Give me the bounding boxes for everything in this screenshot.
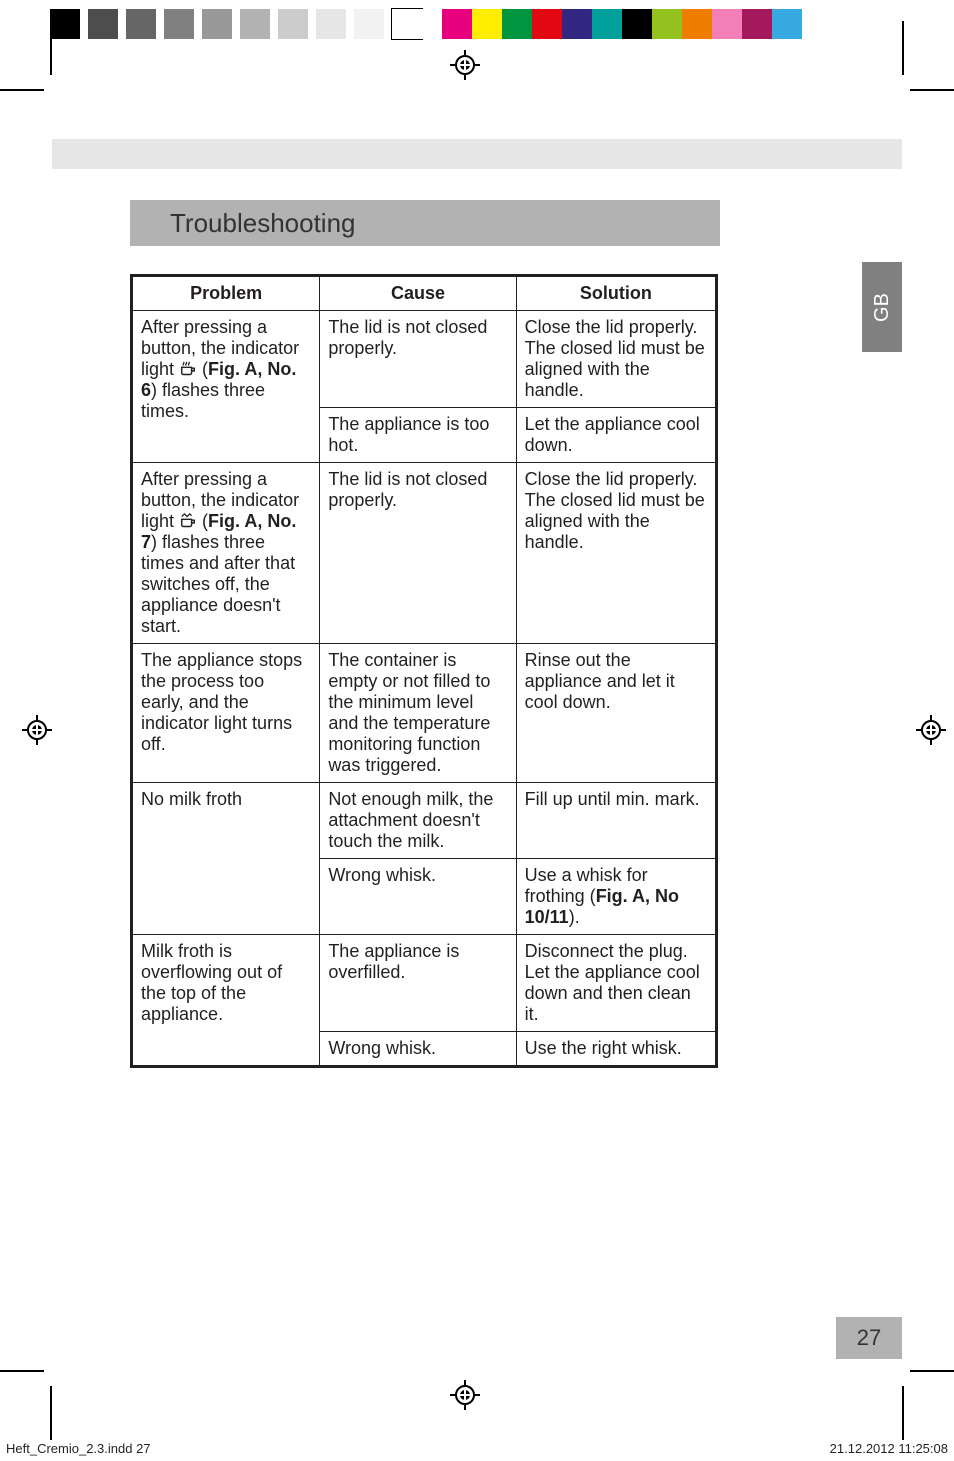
cold-cup-icon [179,513,197,529]
troubleshooting-table: Problem Cause Solution After pressing a … [130,274,718,1068]
cell-cause: The lid is not closed properly. [320,463,516,644]
cell-solution: Close the lid prop­erly. The closed lid … [516,311,716,408]
color-swatch [712,9,742,39]
cell-problem: No milk froth [132,783,320,935]
page-number: 27 [836,1317,902,1359]
color-swatch [194,9,202,39]
color-swatch [802,9,936,39]
color-swatch [270,9,278,39]
color-swatch [316,9,346,39]
color-swatch [164,9,194,39]
color-swatch [592,9,622,39]
cell-problem: Milk froth is overflowing out of the top… [132,935,320,1067]
header-cause: Cause [320,276,516,311]
color-swatch [232,9,240,39]
color-swatch [240,9,270,39]
registration-mark-icon [916,715,946,745]
section-heading: Troubleshooting [130,200,740,250]
color-swatch [202,9,232,39]
cell-cause: Wrong whisk. [320,1032,516,1067]
table-header-row: Problem Cause Solution [132,276,717,311]
registration-mark-icon [450,1380,480,1410]
color-swatch [0,9,50,39]
color-swatch [118,9,126,39]
color-swatch [742,9,772,39]
color-swatch [622,9,652,39]
footer-left: Heft_Cremio_2.3.indd 27 [6,1441,151,1461]
cell-solution: Use a whisk for frothing (Fig. A, No 10/… [516,859,716,935]
cell-cause: Wrong whisk. [320,859,516,935]
color-swatch [502,9,532,39]
language-tab-label: GB [871,293,894,322]
color-swatch [80,9,88,39]
color-swatch [156,9,164,39]
print-footer: Heft_Cremio_2.3.indd 27 21.12.2012 11:25… [0,1441,954,1461]
color-swatch [682,9,712,39]
section-heading-text: Troubleshooting [170,208,356,239]
cell-problem: After pressing a button, the indicator l… [132,463,320,644]
cell-solution: Use the right whisk. [516,1032,716,1067]
cell-cause: The lid is not closed properly. [320,311,516,408]
page-header-bar [52,139,902,169]
color-swatch [346,9,354,39]
crop-mark [0,89,44,91]
language-tab: GB [862,262,902,352]
cell-problem: After pressing a button, the indicator l… [132,311,320,463]
cell-solution: Fill up until min. mark. [516,783,716,859]
crop-mark [50,21,52,75]
footer-right: 21.12.2012 11:25:08 [830,1441,948,1461]
crop-mark [910,89,954,91]
cell-cause: The container is empty or not filled to … [320,644,516,783]
cell-solution: Let the appliance cool down. [516,408,716,463]
color-swatch [472,9,502,39]
crop-mark [902,1386,904,1440]
cell-cause: The appliance is too hot. [320,408,516,463]
table-row: Milk froth is overflowing out of the top… [132,935,717,1032]
crop-mark [902,21,904,75]
registration-mark-icon [22,715,52,745]
page-content: Troubleshooting Problem Cause Solution A… [130,200,740,1068]
cell-problem: The appliance stops the process too earl… [132,644,320,783]
color-swatch [278,9,308,39]
table-row: No milk frothNot enough milk, the attach… [132,783,717,859]
cell-solution: Disconnect the plug. Let the appliance c… [516,935,716,1032]
cell-cause: Not enough milk, the attachment doesn't … [320,783,516,859]
registration-mark-icon [450,50,480,80]
color-swatch [88,9,118,39]
color-swatch [442,9,472,39]
cell-solution: Rinse out the appliance and let it cool … [516,644,716,783]
table-row: After pressing a button, the indicator l… [132,463,717,644]
crop-mark [0,1370,44,1372]
page-number-value: 27 [857,1325,881,1351]
color-swatch [126,9,156,39]
hot-cup-icon [179,361,197,377]
header-problem: Problem [132,276,320,311]
cell-solution: Close the lid properly. The closed lid m… [516,463,716,644]
color-swatch [532,9,562,39]
color-swatch [50,9,80,39]
crop-mark [910,1370,954,1372]
crop-mark [50,1386,52,1440]
header-solution: Solution [516,276,716,311]
cell-cause: The appliance is overfilled. [320,935,516,1032]
table-row: The appliance stops the process too earl… [132,644,717,783]
color-swatch [422,9,442,39]
color-swatch [652,9,682,39]
table-row: After pressing a button, the indicator l… [132,311,717,408]
color-swatch [384,9,392,39]
color-swatch [354,9,384,39]
color-swatch [308,9,316,39]
color-swatch [562,9,592,39]
printer-color-bar [0,9,954,39]
color-swatch [772,9,802,39]
color-swatch [392,9,422,39]
